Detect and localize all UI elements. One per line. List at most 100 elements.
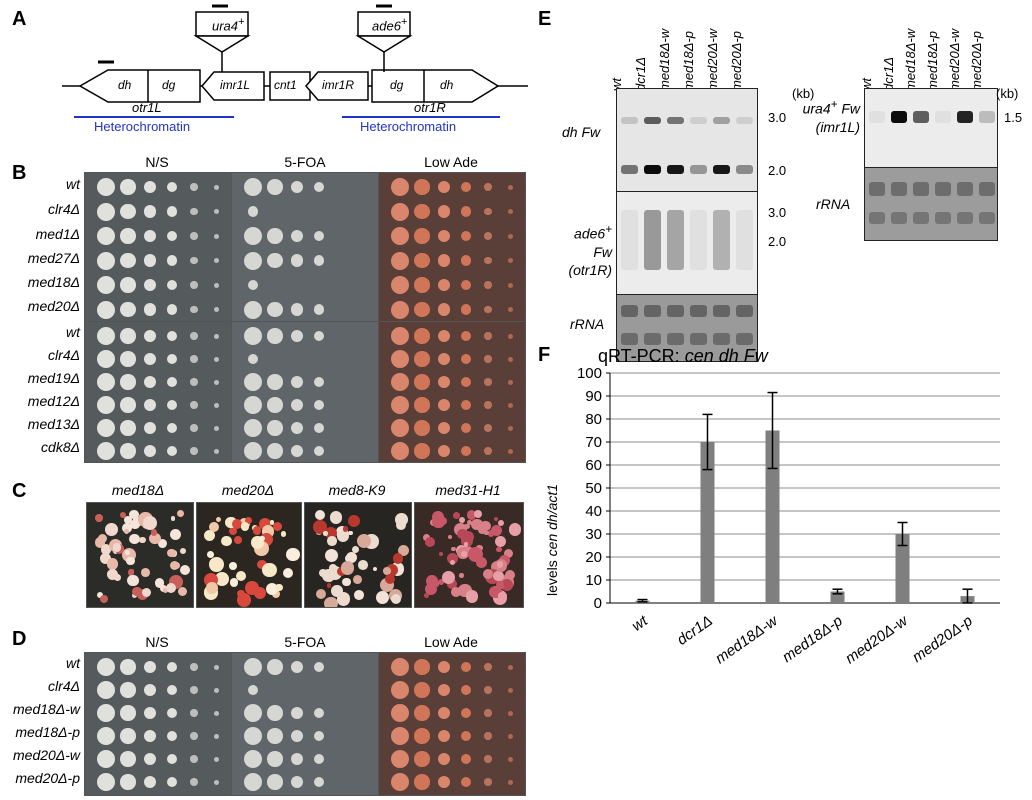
blot-band: [644, 305, 661, 317]
e-kb-mark: 2.0: [768, 163, 787, 178]
colony-spot: [267, 328, 283, 344]
e-lane-label: med18Δ-p: [681, 30, 696, 91]
colony-spot: [507, 425, 513, 431]
blot-band: [690, 210, 707, 270]
colony: [203, 529, 216, 541]
b-plate-5foa-top: [231, 172, 379, 322]
colony-spot: [143, 352, 157, 366]
colony: [283, 568, 294, 579]
colony-spot: [414, 728, 430, 744]
panel-label-e: E: [538, 8, 552, 30]
b-row-label: wt: [66, 176, 80, 192]
colony-spot: [391, 202, 409, 221]
colony-spot: [190, 183, 198, 191]
colony-spot: [484, 281, 492, 289]
colony-spot: [414, 397, 430, 413]
colony-spot: [267, 728, 283, 744]
colony-spot: [484, 207, 492, 216]
blot-band: [913, 212, 929, 224]
colony: [372, 566, 377, 571]
colony-spot: [437, 205, 451, 218]
b-header-lowade: Low Ade: [424, 154, 478, 170]
colony: [331, 585, 344, 597]
colony-spot: [120, 774, 136, 790]
colony: [348, 531, 353, 536]
c-title-med18: med18Δ: [111, 482, 165, 498]
colony-spot: [166, 279, 178, 291]
colony: [170, 516, 176, 522]
colony-spot: [120, 277, 136, 293]
colony-spot: [143, 683, 157, 697]
f-y-axis-label: levels cen dh/act1: [544, 483, 560, 596]
colony-spot: [97, 227, 115, 245]
colony-spot: [97, 419, 115, 437]
colony-spot: [507, 402, 513, 408]
colony: [501, 579, 514, 592]
colony-spot: [391, 178, 409, 196]
colony-spot: [391, 704, 409, 722]
colony: [169, 529, 181, 541]
colony-spot: [267, 443, 283, 459]
colony-spot: [290, 254, 304, 267]
colony-spot: [507, 233, 513, 239]
colony-spot: [414, 228, 430, 244]
colony-spot: [484, 686, 492, 694]
colony: [215, 516, 221, 522]
blot-band: [869, 111, 885, 123]
colony-spot: [166, 753, 178, 765]
colony-spot: [484, 447, 492, 455]
colony-spot: [244, 327, 262, 345]
colony-spot: [120, 203, 136, 220]
colony-spot: [313, 181, 325, 193]
colony: [342, 526, 349, 532]
colony: [340, 561, 355, 576]
colony: [397, 544, 410, 556]
d-row-label: clr4Δ: [48, 678, 80, 694]
colony: [262, 562, 277, 578]
e-kb-mark: 2.0: [768, 234, 787, 249]
colony-spot: [460, 730, 472, 742]
blot-band: [736, 165, 753, 174]
colony: [286, 547, 300, 562]
colony-spot: [507, 209, 513, 214]
colony-spot: [166, 206, 178, 217]
colony-spot: [190, 207, 198, 216]
colony-spot: [267, 374, 283, 390]
colony: [269, 520, 275, 525]
e-lane-label: med18Δ-p: [925, 30, 940, 91]
colony: [329, 510, 343, 524]
d-row-label: med18Δ-p: [15, 724, 80, 740]
e-kb-mark: 3.0: [768, 205, 787, 220]
colony-spot: [507, 258, 513, 263]
colony-spot: [290, 421, 304, 435]
b-row-label: wt: [66, 324, 80, 340]
colony-spot: [460, 181, 472, 193]
colony-spot: [97, 681, 115, 699]
colony-spot: [267, 659, 283, 675]
colony-spot: [313, 330, 325, 342]
colony-spot: [313, 376, 325, 388]
colony-spot: [213, 779, 219, 785]
colony-spot: [213, 333, 219, 339]
e-probe-rrna-left: rRNA: [570, 316, 605, 332]
colony: [336, 529, 349, 543]
colony-spot: [290, 303, 304, 316]
colony: [498, 583, 504, 589]
b-plate-ns-bottom: [84, 321, 232, 463]
colony-spot: [391, 350, 409, 368]
blot-band: [957, 182, 973, 196]
b-plate-lowade-top: [378, 172, 526, 322]
b-row-label: med27Δ: [27, 250, 80, 266]
colony-spot: [290, 375, 304, 389]
gene-dh-right: dh: [440, 78, 454, 92]
colony: [448, 534, 453, 540]
colony-spot: [213, 687, 219, 693]
colony-spot: [290, 180, 304, 194]
colony-spot: [437, 278, 451, 292]
colony-spot: [290, 329, 304, 343]
colony: [466, 519, 472, 525]
colony: [348, 515, 361, 528]
colony: [178, 586, 188, 596]
d-row-label: med18Δ-w: [13, 701, 80, 717]
colony-spot: [190, 378, 198, 386]
